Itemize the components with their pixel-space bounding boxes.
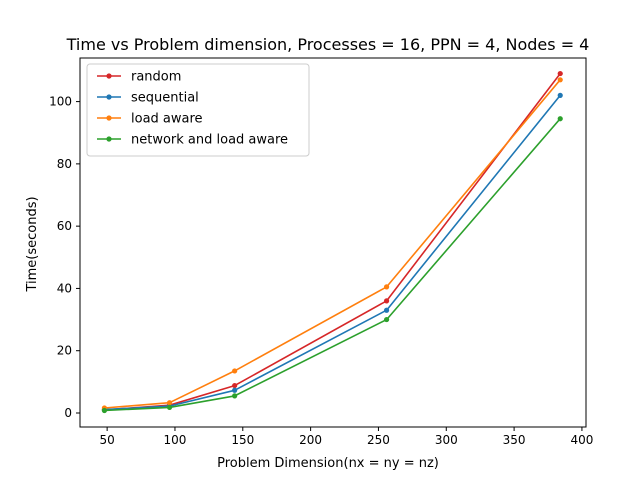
plot-area: 50 100 150 200 250 300 350 400 0 20 40 60 80 100 rando…	[49, 57, 593, 447]
legend-box	[86, 63, 310, 157]
data-point-load-aware	[383, 284, 390, 290]
y-tick-label: 20	[57, 344, 72, 358]
data-point-random	[383, 298, 390, 304]
legend-marker	[106, 136, 112, 142]
legend-entry: sequential	[131, 91, 199, 106]
data-point-sequential	[383, 307, 390, 313]
x-tick-label: 50	[99, 433, 114, 447]
legend-marker	[106, 73, 112, 79]
chart-title: Time vs Problem dimension, Processes = 1…	[66, 35, 590, 54]
x-tick-label: 350	[503, 433, 526, 447]
y-tick-label: 80	[57, 157, 72, 171]
data-point-sequential	[557, 92, 563, 98]
x-tick-label: 100	[164, 433, 187, 447]
data-point-random	[557, 70, 563, 77]
x-tick-label: 300	[435, 433, 458, 447]
x-tick-label: 150	[231, 433, 254, 447]
data-point-random	[232, 382, 238, 389]
legend-entry: load aware	[131, 112, 203, 127]
y-axis-label: Time(seconds)	[25, 196, 40, 292]
data-point-sequential	[232, 387, 238, 393]
data-point-load-aware	[166, 400, 173, 406]
x-tick-label: 250	[367, 433, 390, 447]
data-point-load-aware	[557, 77, 563, 83]
x-axis-label: Problem Dimension(nx = ny = nz)	[217, 456, 439, 471]
x-tick-label: 400	[570, 433, 593, 447]
data-point-network-and-load-aware	[232, 393, 238, 399]
legend-marker	[106, 94, 112, 100]
legend-entry: network and load aware	[131, 133, 288, 148]
legend: random sequential load aware network and lo…	[86, 63, 310, 157]
data-point-load-aware	[232, 368, 238, 374]
x-tick-label: 200	[299, 433, 322, 447]
y-tick-label: 60	[57, 219, 72, 233]
data-point-network-and-load-aware	[383, 316, 390, 323]
data-point-network-and-load-aware	[101, 407, 108, 414]
y-tick-label: 100	[49, 95, 72, 109]
legend-marker	[106, 115, 112, 121]
axes-frame	[79, 57, 587, 428]
data-point-network-and-load-aware	[557, 116, 563, 122]
y-tick-label: 40	[57, 281, 72, 295]
y-tick-label: 0	[64, 406, 72, 420]
legend-entry: random	[131, 70, 181, 85]
data-point-network-and-load-aware	[166, 404, 173, 410]
